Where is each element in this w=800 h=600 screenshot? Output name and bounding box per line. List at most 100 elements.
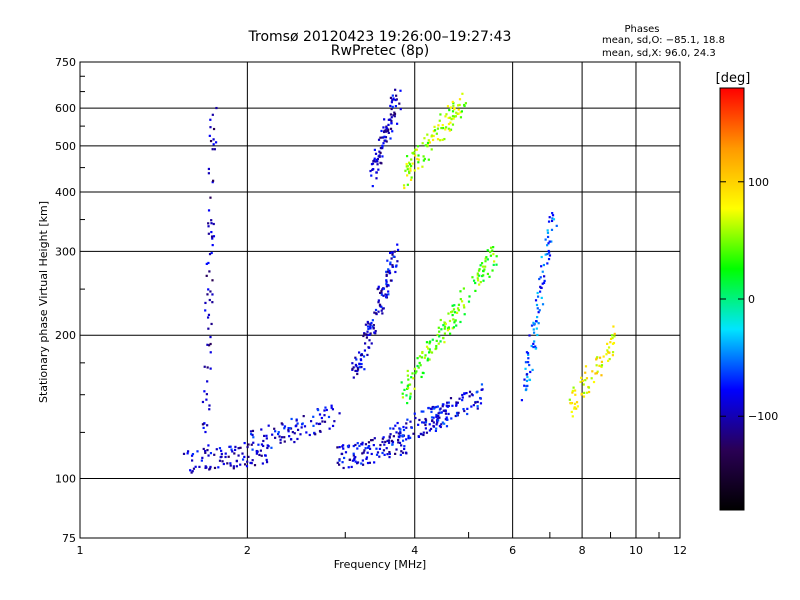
data-point [430, 351, 434, 354]
data-point [460, 300, 464, 303]
data-point [207, 288, 210, 291]
data-point [495, 255, 498, 258]
data-point [452, 326, 456, 329]
data-point [470, 393, 473, 396]
data-point [530, 344, 533, 348]
data-point [389, 251, 392, 255]
data-point [447, 327, 451, 330]
data-point [373, 157, 376, 160]
data-point [384, 129, 387, 132]
data-point [210, 219, 213, 222]
data-point [438, 416, 441, 419]
data-point [405, 438, 408, 441]
data-point [253, 464, 257, 467]
data-point [387, 128, 390, 131]
data-point [249, 461, 252, 465]
data-point [362, 451, 365, 454]
data-point [607, 359, 610, 362]
data-point [479, 264, 482, 267]
data-point [462, 287, 465, 290]
data-point [363, 342, 367, 345]
data-point [439, 407, 442, 410]
data-point [359, 358, 362, 361]
data-point [209, 118, 212, 121]
data-point [450, 118, 453, 121]
data-point [389, 96, 393, 99]
data-point [538, 277, 541, 281]
data-point [457, 303, 461, 306]
data-point [393, 115, 396, 118]
data-point [357, 351, 361, 354]
data-point [580, 376, 583, 379]
data-point [368, 461, 371, 464]
data-point [447, 412, 450, 416]
data-point [396, 421, 399, 425]
data-point [440, 126, 443, 130]
data-point [381, 147, 384, 150]
data-point [480, 383, 484, 386]
data-point [530, 324, 534, 327]
data-point [211, 243, 214, 247]
data-point [417, 158, 420, 161]
data-point [392, 427, 395, 430]
data-point [401, 392, 404, 395]
data-point [428, 342, 431, 345]
data-point [411, 151, 414, 155]
data-point [551, 217, 554, 220]
data-point [369, 327, 372, 330]
data-point [463, 306, 466, 309]
data-point [405, 394, 408, 397]
data-point [410, 426, 413, 429]
data-point [207, 327, 210, 330]
data-point [372, 168, 375, 171]
data-point [407, 378, 410, 381]
data-point [444, 418, 447, 421]
data-point [338, 459, 341, 462]
data-point [207, 454, 210, 457]
data-point [352, 454, 355, 457]
data-point [367, 322, 370, 325]
data-point [547, 257, 551, 261]
data-point [595, 364, 598, 367]
data-point [489, 250, 492, 254]
x-tick-label: 4 [411, 544, 418, 557]
data-point [405, 426, 408, 429]
colorbar-label: [deg] [716, 71, 751, 86]
data-point [413, 169, 416, 172]
data-point [573, 406, 576, 409]
data-point [540, 296, 543, 300]
stats-heading: Phases [624, 24, 659, 35]
data-point [489, 246, 493, 249]
data-point [293, 432, 296, 435]
data-point [320, 416, 323, 420]
data-point [612, 325, 615, 328]
data-point [300, 426, 303, 429]
data-point [524, 367, 527, 370]
data-point [416, 157, 419, 161]
data-point [321, 420, 324, 423]
data-point [492, 263, 495, 267]
data-point [387, 293, 390, 296]
data-point [448, 129, 451, 132]
data-point [438, 424, 442, 428]
data-point [421, 421, 424, 424]
data-point [583, 391, 586, 395]
data-point [372, 326, 375, 329]
data-point [451, 310, 454, 313]
data-point [381, 136, 384, 139]
data-point [451, 110, 455, 113]
data-point [406, 384, 409, 387]
stats-line-o: mean, sd,O: −85.1, 18.8 [602, 35, 725, 46]
data-point [265, 437, 268, 440]
data-point [412, 432, 415, 435]
data-point [489, 254, 493, 257]
data-point [570, 401, 574, 405]
data-point [373, 437, 376, 440]
data-point [287, 430, 290, 433]
data-point [379, 146, 383, 150]
data-point [186, 450, 190, 453]
data-point [247, 455, 250, 458]
data-point [389, 263, 392, 266]
data-point [458, 103, 461, 107]
data-point [405, 165, 408, 168]
